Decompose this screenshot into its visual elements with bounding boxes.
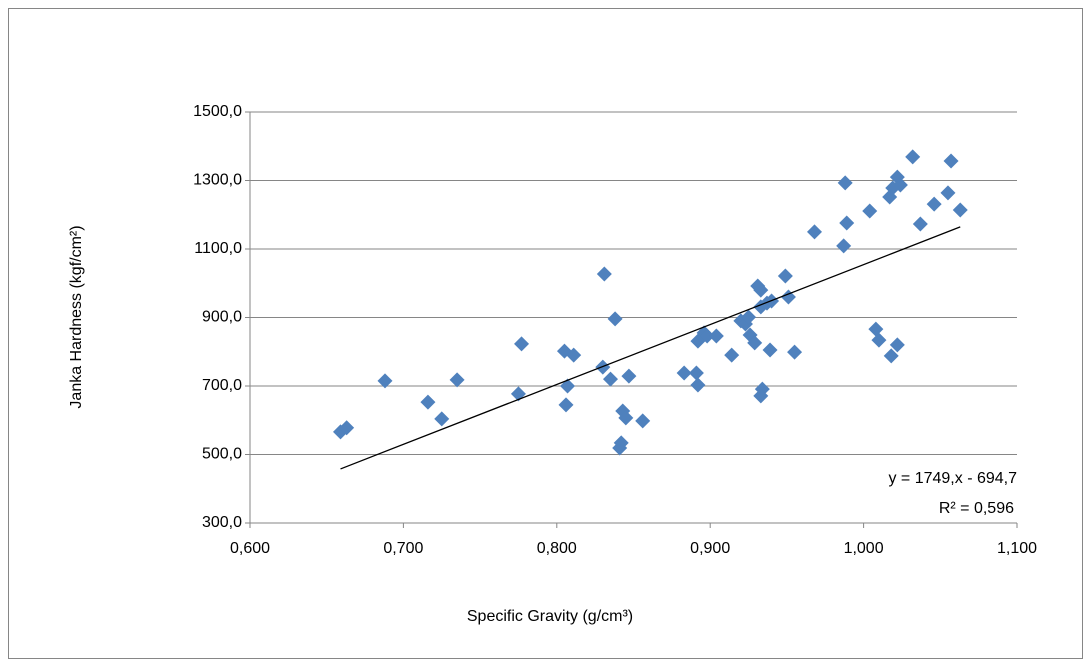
scatter-point [787,344,803,360]
scatter-point [836,238,852,254]
scatter-point [871,332,887,348]
scatter-point [839,215,855,231]
scatter-point [943,153,959,169]
scatter-point [635,413,651,429]
scatter-point [912,216,928,232]
scatter-point [753,388,769,404]
scatter-point [688,365,704,381]
scatter-point [837,175,853,191]
scatter-point [699,328,715,344]
scatter-point [883,348,899,364]
scatter-point [377,373,393,389]
scatter-point [952,202,968,218]
scatter-point [741,309,757,325]
x-tick-label: 0,700 [383,540,423,557]
scatter-point [762,342,778,358]
x-tick-label: 0,900 [690,540,730,557]
y-tick-label: 700,0 [202,377,242,394]
x-axis-title: Specific Gravity (g/cm³) [467,608,633,625]
scatter-point [566,347,582,363]
scatter-point [892,177,908,193]
trendline-r2: R² = 0,596 [939,500,1014,517]
scatter-point [607,311,623,327]
x-tick-label: 1,000 [844,540,884,557]
scatter-point [940,185,956,201]
scatter-point [777,268,793,284]
scatter-point [514,336,530,352]
x-tick-label: 1,100 [997,540,1037,557]
chart-border [8,8,1083,659]
y-tick-label: 900,0 [202,309,242,326]
scatter-point [868,321,884,337]
trendline [340,226,961,470]
scatter-point [621,368,637,384]
scatter-point [596,266,612,282]
scatter-point [339,420,355,436]
scatter-point [449,372,465,388]
scatter-point [926,196,942,212]
scatter-point [889,337,905,353]
y-tick-label: 500,0 [202,446,242,463]
y-tick-label: 1300,0 [193,172,242,189]
scatter-point [434,411,450,427]
scatter-point [807,224,823,240]
trendline-equation: y = 1749,x - 694,7 [888,470,1017,487]
scatter-point [618,410,634,426]
scatter-point [558,397,574,413]
y-tick-label: 1100,0 [194,240,242,257]
y-tick-label: 300,0 [202,514,242,531]
x-tick-label: 0,800 [537,540,577,557]
scatter-point [420,394,436,410]
scatter-point [724,347,740,363]
scatter-point [862,203,878,219]
y-axis-title: Janka Hardness (kgf/cm²) [68,225,85,408]
scatter-point [602,371,618,387]
x-tick-label: 0,600 [230,540,270,557]
scatter-point [690,377,706,393]
scatter-point [753,282,769,298]
scatter-point [708,328,724,344]
scatter-point [747,335,763,351]
scatter-point [676,365,692,381]
scatter-point [613,435,629,451]
scatter-point [905,149,921,165]
y-tick-label: 1500,0 [193,103,242,120]
